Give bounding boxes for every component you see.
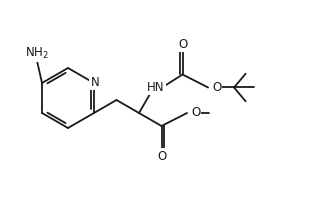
Text: HN: HN bbox=[147, 81, 165, 94]
Text: N: N bbox=[91, 76, 99, 88]
Text: O: O bbox=[191, 106, 200, 119]
Text: O: O bbox=[178, 38, 187, 51]
Text: O: O bbox=[157, 150, 166, 163]
Text: NH$_2$: NH$_2$ bbox=[25, 45, 49, 60]
Text: O: O bbox=[212, 81, 221, 94]
